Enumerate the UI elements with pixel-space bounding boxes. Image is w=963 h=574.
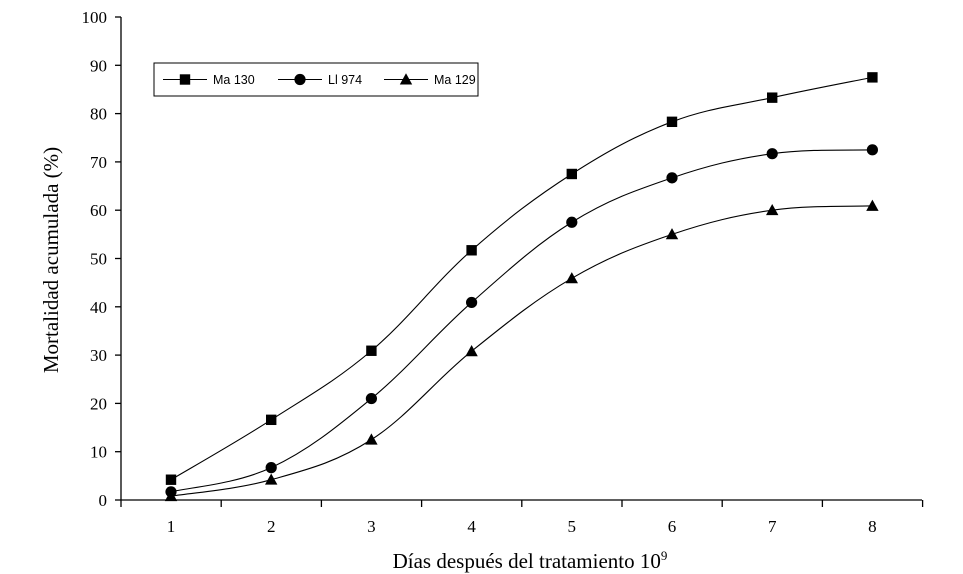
data-point <box>665 228 679 240</box>
x-tick-label: 1 <box>167 517 176 536</box>
x-axis-title-text: Días después del tratamiento 10 <box>393 549 661 573</box>
y-tick-label: 100 <box>82 8 108 27</box>
data-point <box>365 433 378 445</box>
x-axis: 1 2 3 4 5 6 7 8 <box>120 499 924 536</box>
series-line <box>170 149 873 493</box>
y-axis: 0 10 20 30 40 50 60 70 80 90 100 <box>82 8 122 510</box>
legend-label: Ma 130 <box>213 73 255 87</box>
data-point <box>666 116 678 128</box>
x-tick-label: 5 <box>568 517 577 536</box>
data-point <box>466 296 478 309</box>
data-point <box>266 414 277 426</box>
series-line <box>170 205 873 497</box>
series-line <box>170 76 873 481</box>
y-tick-label: 40 <box>90 298 107 317</box>
data-point <box>465 345 478 357</box>
y-tick-label: 60 <box>90 201 107 220</box>
data-point <box>265 462 277 474</box>
series-ll-974 <box>165 144 879 498</box>
x-tick-label: 4 <box>467 517 476 536</box>
data-point <box>866 199 879 211</box>
data-point <box>466 245 477 256</box>
data-point <box>566 216 578 228</box>
y-tick-label: 70 <box>90 153 107 172</box>
y-tick-label: 20 <box>90 394 107 413</box>
data-point <box>666 172 678 184</box>
data-point <box>565 272 578 284</box>
data-point <box>165 474 177 485</box>
x-tick-label: 2 <box>267 517 276 536</box>
y-tick-label: 10 <box>90 443 107 462</box>
y-axis-title: Mortalidad acumulada (%) <box>39 147 63 373</box>
legend-label: Ll 974 <box>328 73 362 87</box>
data-point <box>566 168 577 180</box>
x-tick-label: 7 <box>768 517 777 536</box>
x-tick-label: 6 <box>668 517 677 536</box>
data-point <box>366 345 377 356</box>
data-point <box>766 148 778 160</box>
data-point <box>767 92 778 103</box>
data-point <box>265 473 278 485</box>
data-point <box>164 489 178 502</box>
x-tick-label: 8 <box>868 517 877 536</box>
data-point <box>365 392 377 405</box>
x-tick-label: 3 <box>367 517 376 536</box>
legend-entry: Ll 974 <box>278 73 362 87</box>
series-ma-130 <box>165 72 878 485</box>
legend-label: Ma 129 <box>434 73 476 87</box>
data-point <box>766 204 779 216</box>
legend-marker <box>294 73 306 86</box>
data-point <box>867 72 878 83</box>
y-tick-label: 0 <box>99 491 108 510</box>
y-tick-label: 80 <box>90 105 107 124</box>
legend-marker <box>179 74 191 85</box>
data-point <box>866 144 879 156</box>
x-axis-title: Días después del tratamiento 109 <box>393 548 668 573</box>
legend-marker <box>399 73 413 85</box>
y-tick-label: 90 <box>90 56 107 75</box>
y-tick-label: 30 <box>90 346 107 365</box>
legend-entry: Ma 130 <box>163 73 255 87</box>
legend: Ma 130 Ll 974 Ma 129 <box>153 62 479 97</box>
legend-entry: Ma 129 <box>384 73 476 87</box>
y-tick-label: 50 <box>90 250 107 269</box>
x-axis-title-superscript: 9 <box>661 548 668 563</box>
series-ma-129 <box>164 199 879 502</box>
series-layer <box>164 72 879 502</box>
